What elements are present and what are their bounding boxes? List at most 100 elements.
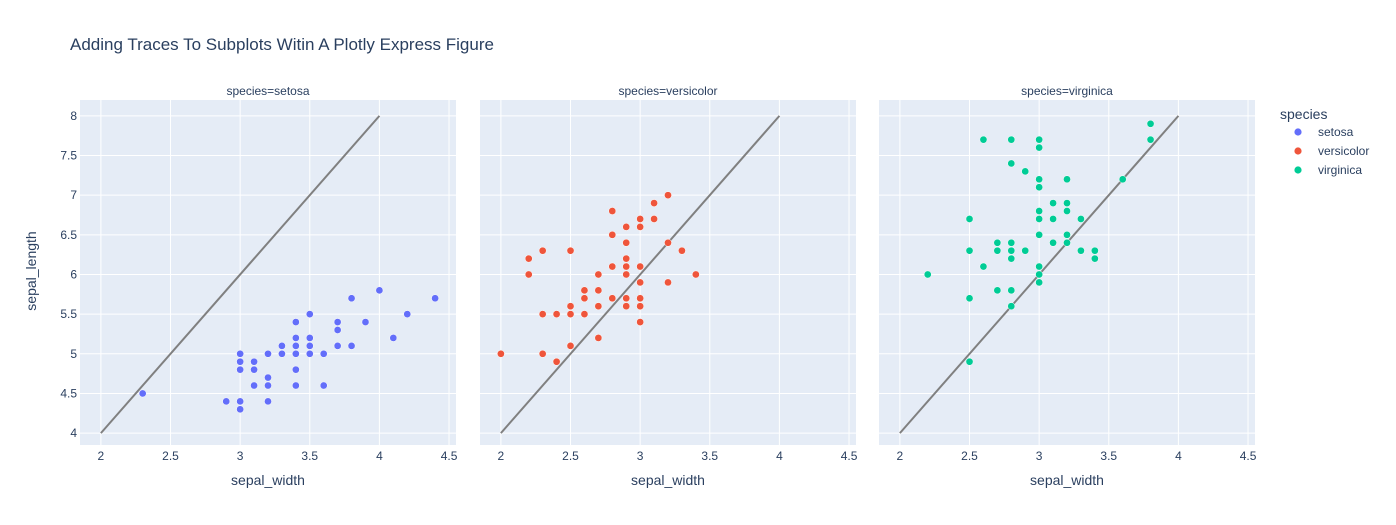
data-point-versicolor[interactable] [622, 262, 631, 271]
data-point-virginica[interactable] [993, 238, 1002, 247]
data-point-virginica[interactable] [1063, 199, 1071, 207]
legend-item-versicolor[interactable]: versicolor [1294, 144, 1369, 158]
data-point-setosa[interactable] [292, 334, 300, 342]
data-point-virginica[interactable] [979, 135, 988, 144]
data-point-virginica[interactable] [1063, 230, 1071, 239]
data-point-virginica[interactable] [1118, 175, 1127, 184]
data-point-virginica[interactable] [1091, 254, 1099, 263]
data-point-setosa[interactable] [319, 349, 328, 358]
data-point-setosa[interactable] [292, 342, 300, 350]
data-point-versicolor[interactable] [608, 294, 617, 303]
data-point-setosa[interactable] [278, 342, 286, 350]
data-point-virginica[interactable] [1063, 238, 1071, 247]
data-point-versicolor[interactable] [594, 334, 603, 342]
data-point-setosa[interactable] [236, 357, 244, 366]
data-point-setosa[interactable] [305, 342, 314, 350]
data-point-virginica[interactable] [979, 262, 988, 271]
data-point-virginica[interactable] [1035, 262, 1043, 271]
data-point-virginica[interactable] [1091, 246, 1099, 255]
data-point-versicolor[interactable] [594, 302, 603, 311]
data-point-virginica[interactable] [965, 357, 974, 366]
data-point-versicolor[interactable] [594, 270, 603, 279]
data-point-setosa[interactable] [264, 349, 272, 358]
data-point-versicolor[interactable] [650, 199, 658, 207]
data-point-versicolor[interactable] [622, 302, 631, 311]
data-point-versicolor[interactable] [622, 254, 631, 263]
legend-item-setosa[interactable]: setosa [1294, 125, 1354, 139]
data-point-setosa[interactable] [292, 349, 300, 358]
data-point-versicolor[interactable] [622, 223, 631, 231]
data-point-versicolor[interactable] [636, 294, 644, 303]
data-point-virginica[interactable] [1007, 254, 1016, 263]
data-point-setosa[interactable] [333, 326, 342, 334]
data-point-versicolor[interactable] [622, 294, 631, 303]
data-point-virginica[interactable] [1021, 246, 1030, 255]
data-point-setosa[interactable] [305, 334, 314, 342]
data-point-virginica[interactable] [1007, 238, 1016, 247]
data-point-versicolor[interactable] [664, 238, 672, 247]
data-point-virginica[interactable] [1063, 207, 1071, 215]
data-point-setosa[interactable] [264, 397, 272, 406]
data-point-setosa[interactable] [431, 294, 439, 303]
data-point-versicolor[interactable] [608, 207, 617, 215]
data-point-virginica[interactable] [965, 246, 974, 255]
data-point-virginica[interactable] [1035, 278, 1043, 287]
data-point-setosa[interactable] [292, 381, 300, 390]
data-point-setosa[interactable] [375, 286, 384, 295]
data-point-virginica[interactable] [1146, 119, 1155, 128]
data-point-setosa[interactable] [305, 310, 314, 318]
data-point-versicolor[interactable] [664, 191, 672, 200]
data-point-setosa[interactable] [292, 318, 300, 326]
data-point-setosa[interactable] [347, 294, 356, 303]
data-point-virginica[interactable] [923, 270, 932, 279]
data-point-setosa[interactable] [264, 373, 272, 382]
data-point-virginica[interactable] [1146, 135, 1155, 144]
data-point-setosa[interactable] [403, 310, 412, 318]
data-point-versicolor[interactable] [580, 310, 589, 318]
data-point-virginica[interactable] [993, 246, 1002, 255]
legend-item-virginica[interactable]: virginica [1294, 163, 1362, 177]
data-point-versicolor[interactable] [636, 302, 644, 311]
data-point-versicolor[interactable] [636, 318, 644, 326]
data-point-versicolor[interactable] [566, 302, 575, 311]
data-point-virginica[interactable] [1035, 230, 1043, 239]
data-point-virginica[interactable] [1035, 215, 1043, 223]
data-point-versicolor[interactable] [524, 270, 533, 279]
data-point-virginica[interactable] [1063, 175, 1071, 184]
data-point-versicolor[interactable] [566, 342, 575, 350]
data-point-versicolor[interactable] [538, 246, 547, 255]
data-point-virginica[interactable] [1049, 215, 1057, 223]
data-point-setosa[interactable] [278, 349, 286, 358]
data-point-versicolor[interactable] [552, 357, 561, 366]
data-point-versicolor[interactable] [594, 286, 603, 295]
data-point-setosa[interactable] [361, 318, 370, 326]
data-point-versicolor[interactable] [650, 215, 658, 223]
data-point-versicolor[interactable] [608, 230, 617, 239]
data-point-versicolor[interactable] [580, 294, 589, 303]
data-point-setosa[interactable] [250, 365, 258, 374]
data-point-virginica[interactable] [1035, 143, 1043, 152]
data-point-versicolor[interactable] [538, 310, 547, 318]
data-point-versicolor[interactable] [608, 262, 617, 271]
data-point-versicolor[interactable] [580, 286, 589, 295]
data-point-setosa[interactable] [347, 342, 356, 350]
data-point-setosa[interactable] [389, 334, 398, 342]
data-point-virginica[interactable] [1007, 159, 1016, 168]
data-point-versicolor[interactable] [664, 278, 672, 287]
data-point-setosa[interactable] [333, 342, 342, 350]
data-point-setosa[interactable] [319, 381, 328, 390]
data-point-setosa[interactable] [333, 318, 342, 326]
data-point-virginica[interactable] [1021, 167, 1030, 176]
data-point-virginica[interactable] [1007, 246, 1016, 255]
data-point-versicolor[interactable] [636, 278, 644, 287]
data-point-virginica[interactable] [965, 294, 974, 303]
data-point-versicolor[interactable] [524, 254, 533, 263]
data-point-versicolor[interactable] [622, 238, 631, 247]
data-point-virginica[interactable] [1077, 246, 1085, 255]
data-point-versicolor[interactable] [497, 349, 505, 358]
data-point-virginica[interactable] [1035, 270, 1043, 279]
data-point-setosa[interactable] [236, 349, 244, 358]
data-point-versicolor[interactable] [636, 223, 644, 231]
data-point-versicolor[interactable] [552, 310, 561, 318]
data-point-setosa[interactable] [236, 397, 244, 406]
